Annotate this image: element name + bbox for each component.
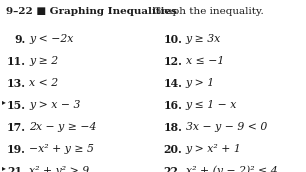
- Text: 14.: 14.: [163, 78, 182, 89]
- Text: 22.: 22.: [163, 166, 182, 172]
- Text: 9.: 9.: [15, 34, 26, 45]
- Text: 11.: 11.: [7, 56, 26, 67]
- Text: 15.: 15.: [7, 100, 26, 111]
- Text: 12.: 12.: [163, 56, 182, 67]
- Text: y > x² + 1: y > x² + 1: [186, 144, 241, 154]
- Text: 3x − y − 9 < 0: 3x − y − 9 < 0: [186, 122, 267, 132]
- Text: 13.: 13.: [7, 78, 26, 89]
- Text: x < 2: x < 2: [29, 78, 58, 88]
- Text: 9–22 ■ Graphing Inequalities: 9–22 ■ Graphing Inequalities: [6, 7, 176, 16]
- Text: x ≤ −1: x ≤ −1: [186, 56, 224, 66]
- Text: x² + y² > 9: x² + y² > 9: [29, 166, 89, 172]
- Text: y > 1: y > 1: [186, 78, 215, 88]
- Text: Graph the inequality.: Graph the inequality.: [153, 7, 264, 16]
- Text: 21.: 21.: [7, 166, 26, 172]
- Text: y ≥ 3x: y ≥ 3x: [186, 34, 221, 44]
- Text: ▸: ▸: [2, 98, 6, 106]
- Text: y < −2x: y < −2x: [29, 34, 73, 44]
- Text: −x² + y ≥ 5: −x² + y ≥ 5: [29, 144, 94, 154]
- Text: 10.: 10.: [163, 34, 182, 45]
- Text: 18.: 18.: [163, 122, 182, 133]
- Text: y ≤ 1 − x: y ≤ 1 − x: [186, 100, 237, 110]
- Text: x² + (y − 2)² ≤ 4: x² + (y − 2)² ≤ 4: [186, 166, 277, 172]
- Text: 2x − y ≥ −4: 2x − y ≥ −4: [29, 122, 96, 132]
- Text: 16.: 16.: [163, 100, 182, 111]
- Text: y > x − 3: y > x − 3: [29, 100, 80, 110]
- Text: 17.: 17.: [7, 122, 26, 133]
- Text: 19.: 19.: [7, 144, 26, 155]
- Text: y ≥ 2: y ≥ 2: [29, 56, 58, 66]
- Text: 20.: 20.: [163, 144, 182, 155]
- Text: ▸: ▸: [2, 164, 6, 172]
